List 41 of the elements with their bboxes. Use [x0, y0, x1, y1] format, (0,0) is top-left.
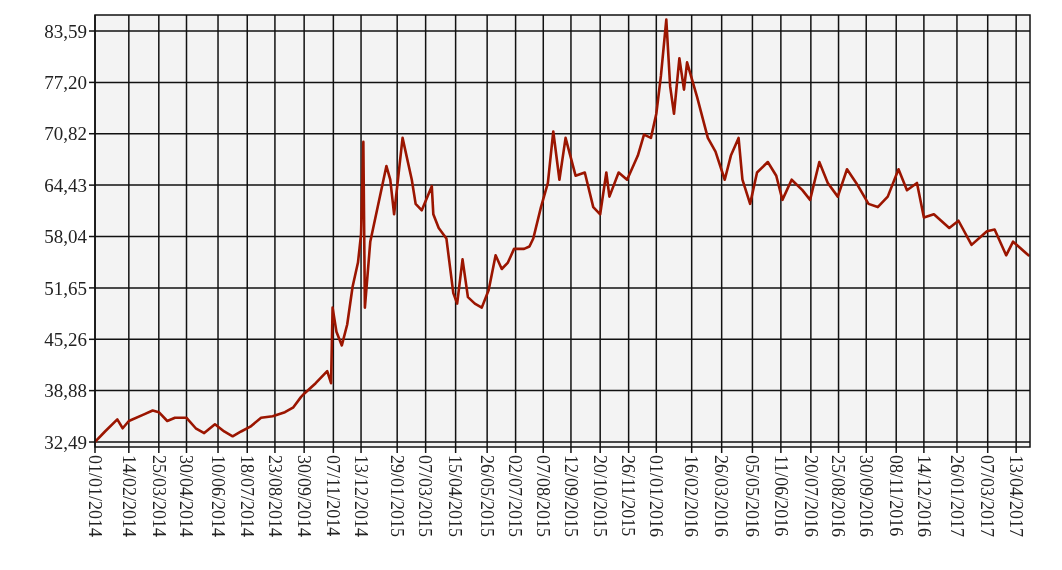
x-tick-label: 01/01/2014 [84, 455, 105, 538]
y-tick-label: 70,82 [44, 123, 87, 145]
x-tick-label: 25/03/2014 [148, 455, 169, 538]
y-tick-label: 51,65 [44, 277, 87, 299]
y-tick-label: 38,88 [44, 380, 87, 402]
x-tick-label: 02/07/2015 [505, 455, 526, 538]
x-tick-label: 13/04/2017 [1005, 455, 1026, 538]
x-tick-label: 07/03/2017 [977, 455, 998, 538]
x-tick-label: 26/01/2017 [946, 455, 967, 538]
x-tick-label: 26/03/2016 [711, 455, 732, 538]
y-tick-label: 58,04 [44, 226, 88, 248]
x-tick-label: 30/09/2014 [293, 455, 314, 538]
y-tick-label: 77,20 [44, 72, 87, 94]
x-tick-label: 23/08/2014 [264, 455, 285, 538]
x-tick-label: 29/01/2015 [386, 455, 407, 538]
x-tick-label: 12/09/2015 [560, 455, 581, 538]
x-tick-label: 07/11/2014 [323, 455, 344, 537]
x-tick-label: 13/12/2014 [350, 455, 371, 538]
x-tick-label: 11/06/2016 [770, 455, 791, 537]
x-tick-label: 14/12/2016 [913, 455, 934, 538]
y-tick-label: 45,26 [44, 328, 87, 350]
x-tick-label: 07/08/2015 [532, 455, 553, 538]
x-tick-label: 18/07/2014 [236, 455, 257, 538]
x-tick-label: 30/09/2016 [855, 455, 876, 538]
x-tick-label: 26/11/2015 [618, 455, 639, 537]
x-tick-label: 30/04/2014 [176, 455, 197, 538]
x-tick-label: 16/02/2016 [681, 455, 702, 538]
x-tick-label: 05/05/2016 [742, 455, 763, 538]
x-tick-label: 07/03/2015 [415, 455, 436, 538]
x-tick-label: 25/08/2016 [828, 455, 849, 538]
y-tick-label: 83,59 [44, 20, 87, 42]
x-tick-label: 20/07/2016 [800, 455, 821, 538]
x-tick-label: 14/02/2014 [118, 455, 139, 538]
x-tick-label: 10/06/2014 [207, 455, 228, 538]
x-tick-label: 01/01/2016 [646, 455, 667, 538]
x-tick-label: 26/05/2015 [476, 455, 497, 538]
x-tick-label: 20/10/2015 [589, 455, 610, 538]
y-tick-label: 64,43 [44, 174, 87, 196]
x-tick-label: 15/04/2015 [445, 455, 466, 538]
x-tick-label: 08/11/2016 [885, 455, 906, 537]
y-tick-label: 32,49 [44, 431, 87, 453]
